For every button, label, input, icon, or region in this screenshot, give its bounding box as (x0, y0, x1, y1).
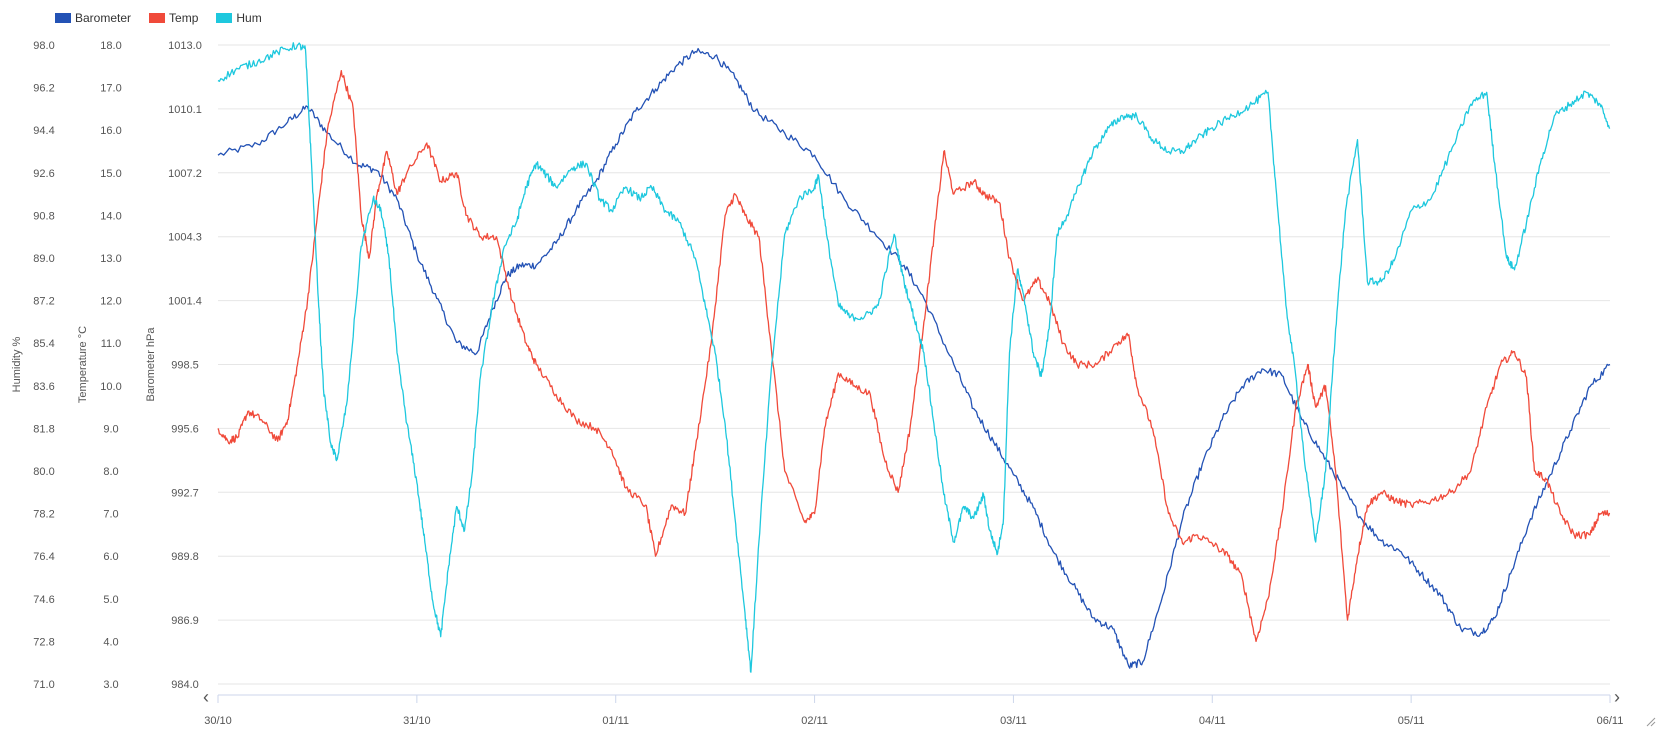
temperature-tick-label: 3.0 (103, 679, 118, 691)
x-axis: 30/10 31/10 01/11 02/11 03/11 04/11 05/11 06/11 (204, 694, 1624, 727)
temperature-tick-label: 16.0 (100, 125, 121, 137)
x-tick-label: 03/11 (1000, 715, 1027, 727)
series-line-temp (217, 69, 1611, 643)
legend-label-barometer: Barometer (75, 11, 132, 25)
temperature-tick-label: 13.0 (100, 253, 121, 265)
humidity-tick-label: 98.0 (33, 40, 54, 52)
x-tick-label: 06/11 (1597, 715, 1624, 727)
temperature-axis-title: Temperature °C (77, 326, 89, 403)
humidity-tick-label: 78.2 (33, 509, 54, 521)
barometer-tick-label: 992.7 (171, 487, 199, 499)
humidity-tick-label: 96.2 (33, 83, 54, 95)
resize-handle-icon[interactable] (1646, 717, 1656, 727)
barometer-tick-label: 995.6 (171, 423, 199, 435)
barometer-tick-label: 1010.1 (168, 104, 202, 116)
humidity-tick-label: 80.0 (33, 466, 54, 478)
series-line-hum (217, 42, 1611, 673)
temperature-tick-label: 17.0 (100, 83, 121, 95)
barometer-tick-label: 1007.2 (168, 168, 202, 180)
x-tick-label: 02/11 (801, 715, 828, 727)
legend-swatch-hum (216, 13, 233, 23)
temperature-tick-label: 15.0 (100, 168, 121, 180)
x-tick-label: 04/11 (1199, 715, 1226, 727)
barometer-tick-label: 998.5 (171, 360, 199, 372)
humidity-tick-label: 83.6 (33, 381, 54, 393)
chevron-left-icon: ‹ (203, 687, 209, 707)
humidity-tick-label: 71.0 (33, 679, 54, 691)
barometer-tick-label: 1004.3 (168, 232, 202, 244)
x-tick-label: 05/11 (1398, 715, 1425, 727)
barometer-axis-title: Barometer hPa (145, 327, 157, 402)
legend-label-hum: Hum (236, 11, 262, 25)
humidity-tick-label: 92.6 (33, 168, 54, 180)
temperature-tick-label: 9.0 (103, 423, 118, 435)
barometer-tick-label: 989.8 (171, 551, 199, 563)
legend-swatch-temp (149, 13, 166, 23)
series-line-barometer (217, 47, 1611, 669)
humidity-axis-title: Humidity % (11, 336, 23, 392)
barometer-tick-label: 984.0 (171, 679, 199, 691)
humidity-tick-label: 89.0 (33, 253, 54, 265)
humidity-tick-label: 74.6 (33, 594, 54, 606)
x-tick-label: 31/10 (403, 715, 431, 727)
gridlines (218, 44, 1610, 685)
humidity-tick-label: 87.2 (33, 296, 54, 308)
temperature-tick-label: 18.0 (100, 40, 121, 52)
legend-item-barometer[interactable]: Barometer (55, 11, 131, 25)
humidity-tick-label: 90.8 (33, 210, 54, 222)
legend-item-temp[interactable]: Temp (149, 11, 198, 25)
humidity-tick-label: 81.8 (33, 423, 54, 435)
legend-label-temp: Temp (169, 11, 199, 25)
legend-item-hum[interactable]: Hum (216, 11, 262, 25)
humidity-tick-label: 72.8 (33, 636, 54, 648)
humidity-tick-label: 85.4 (33, 338, 54, 350)
chevron-right-icon: › (1614, 687, 1620, 707)
temperature-tick-label: 11.0 (101, 338, 122, 350)
temperature-tick-label: 7.0 (103, 509, 118, 521)
temperature-tick-label: 12.0 (100, 296, 121, 308)
barometer-tick-label: 1001.4 (168, 296, 202, 308)
series-lines (217, 42, 1611, 673)
humidity-tick-label: 76.4 (33, 551, 54, 563)
barometer-tick-label: 986.9 (171, 615, 199, 627)
temperature-tick-label: 14.0 (100, 210, 121, 222)
temperature-tick-label: 4.0 (103, 636, 118, 648)
x-tick-label: 30/10 (204, 715, 232, 727)
temperature-tick-label: 6.0 (103, 551, 118, 563)
legend-swatch-barometer (55, 13, 71, 23)
prev-nav-button[interactable]: ‹ (203, 688, 209, 706)
x-tick-label: 01/11 (602, 715, 629, 727)
temperature-tick-label: 8.0 (103, 466, 118, 478)
next-nav-button[interactable]: › (1614, 688, 1620, 706)
temperature-tick-label: 10.0 (100, 381, 121, 393)
legend: Barometer Temp Hum (55, 11, 262, 25)
humidity-tick-label: 94.4 (33, 125, 54, 137)
barometer-tick-label: 1013.0 (168, 40, 202, 52)
temperature-tick-label: 5.0 (103, 594, 118, 606)
y-axes: 98.0 96.2 94.4 92.6 90.8 89.0 87.2 85.4 83.6 81.8… (11, 40, 202, 691)
